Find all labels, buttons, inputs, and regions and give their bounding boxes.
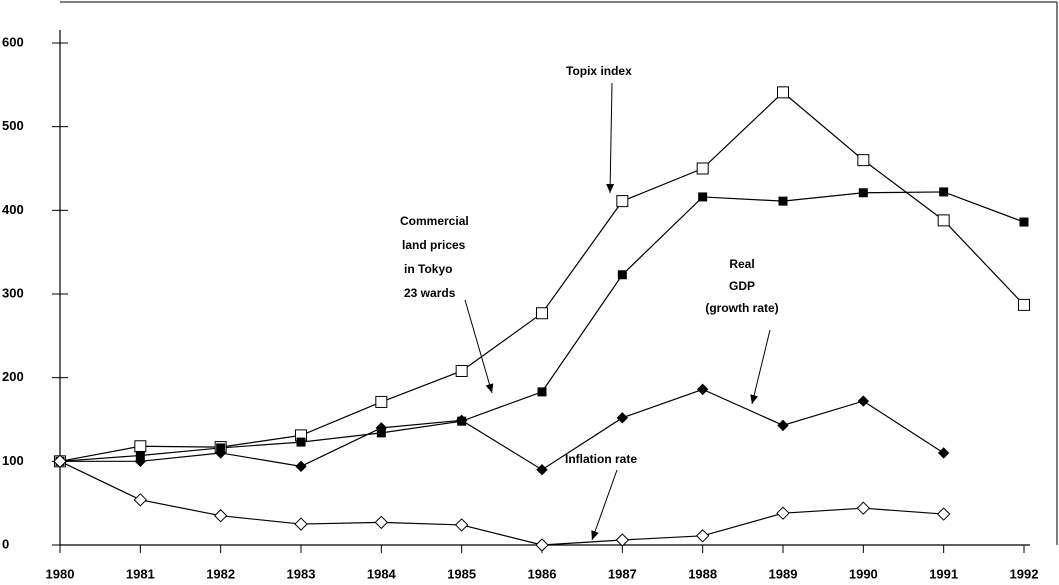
series-line bbox=[60, 388, 944, 471]
annotation: GDP bbox=[729, 279, 755, 293]
point bbox=[856, 501, 871, 515]
point bbox=[213, 509, 228, 523]
point bbox=[778, 196, 788, 206]
point bbox=[858, 188, 868, 198]
x-tick-label: 1984 bbox=[367, 566, 397, 581]
x-tick-label: 1990 bbox=[849, 566, 878, 581]
annotation: land prices bbox=[402, 238, 466, 252]
point bbox=[214, 447, 227, 459]
point bbox=[1018, 298, 1030, 311]
x-tick-label: 1989 bbox=[769, 566, 798, 581]
point bbox=[616, 195, 629, 208]
point bbox=[134, 455, 147, 468]
annotation: Real bbox=[729, 257, 754, 271]
series-line bbox=[59, 91, 1025, 462]
y-tick-label: 300 bbox=[2, 285, 24, 300]
point bbox=[455, 364, 468, 377]
point bbox=[857, 395, 870, 407]
point bbox=[616, 412, 629, 424]
point bbox=[776, 506, 790, 520]
point bbox=[698, 192, 708, 202]
x-tick-label: 1981 bbox=[126, 566, 155, 581]
y-tick-label: 400 bbox=[2, 202, 24, 217]
point bbox=[455, 414, 468, 427]
annotation: Commercial bbox=[400, 214, 469, 228]
annotation: (growth rate) bbox=[705, 301, 778, 315]
point bbox=[696, 162, 709, 175]
annotation: in Tokyo bbox=[404, 262, 452, 276]
point bbox=[1019, 217, 1029, 227]
x-tick-label: 1985 bbox=[447, 566, 476, 581]
y-tick-label: 200 bbox=[2, 369, 24, 384]
point bbox=[536, 463, 548, 476]
y-tick-label: 100 bbox=[2, 453, 24, 468]
annotation: Topix index bbox=[566, 64, 632, 78]
point bbox=[454, 518, 469, 532]
point bbox=[537, 387, 547, 397]
point bbox=[695, 529, 710, 543]
annotation-arrow bbox=[750, 329, 771, 405]
point bbox=[615, 533, 630, 547]
x-tick-label: 1988 bbox=[688, 566, 717, 581]
point bbox=[777, 86, 789, 99]
point bbox=[535, 538, 549, 552]
x-tick-label: 1982 bbox=[206, 566, 235, 581]
x-tick-label: 1992 bbox=[1010, 566, 1039, 581]
point bbox=[295, 460, 307, 473]
annotation-arrow bbox=[464, 299, 494, 394]
point bbox=[375, 422, 388, 434]
x-tick-label: 1980 bbox=[46, 566, 75, 581]
x-tick-label: 1987 bbox=[608, 566, 637, 581]
y-tick-label: 500 bbox=[2, 118, 24, 133]
y-tick-label: 600 bbox=[2, 34, 24, 49]
point bbox=[777, 419, 789, 432]
point bbox=[296, 437, 306, 447]
point bbox=[937, 447, 950, 459]
point bbox=[937, 214, 950, 227]
y-tick-label: 0 bbox=[2, 536, 9, 551]
x-tick-label: 1991 bbox=[929, 566, 958, 581]
point bbox=[53, 454, 67, 469]
series-line bbox=[59, 460, 944, 546]
point bbox=[134, 440, 147, 453]
point bbox=[857, 154, 870, 167]
annotation: Inflation rate bbox=[565, 452, 637, 466]
x-tick-label: 1983 bbox=[287, 566, 316, 581]
point bbox=[374, 515, 389, 530]
series-line bbox=[59, 191, 1025, 462]
point bbox=[375, 395, 388, 408]
annotation-arrow bbox=[591, 469, 618, 541]
point bbox=[936, 507, 951, 521]
point bbox=[617, 270, 627, 280]
point bbox=[696, 383, 709, 396]
point bbox=[536, 307, 548, 320]
point bbox=[133, 493, 148, 507]
x-tick-label: 1986 bbox=[528, 566, 557, 581]
annotation: 23 wards bbox=[404, 286, 456, 300]
point bbox=[939, 187, 949, 197]
point bbox=[294, 517, 308, 531]
annotation-arrow bbox=[606, 82, 615, 194]
